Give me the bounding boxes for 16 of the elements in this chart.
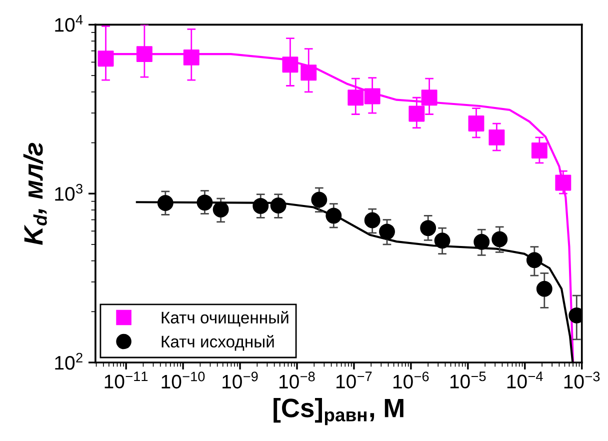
x-tick-label: 10$^{−7}$	[336, 372, 372, 388]
x-axis-title: [Cs]$_{равн}$, М	[274, 398, 404, 426]
x-tick-label: 10$^{−10}$	[162, 372, 205, 389]
x-tick-label: 10$^{−6}$	[393, 372, 429, 389]
legend-label: Катч исходный	[162, 335, 274, 351]
y-axis-title: K$_{d}$, мл/г	[23, 142, 47, 245]
y-tick-label: 10$^{3}$	[55, 184, 82, 201]
y-tick-label: 10$^{4}$	[55, 15, 83, 32]
x-tick-label: 10$^{−11}$	[104, 372, 148, 388]
y-tick-label: 10$^{2}$	[55, 352, 82, 370]
x-tick-label: 10$^{−3}$	[564, 372, 600, 389]
x-tick-label: 10$^{−5}$	[450, 372, 486, 388]
x-tick-label: 10$^{−9}$	[222, 372, 258, 389]
x-tick-label: 10$^{−8}$	[280, 372, 315, 389]
legend-label: Катч очищенный	[162, 310, 288, 327]
x-tick-label: 10$^{−4}$	[507, 372, 543, 388]
